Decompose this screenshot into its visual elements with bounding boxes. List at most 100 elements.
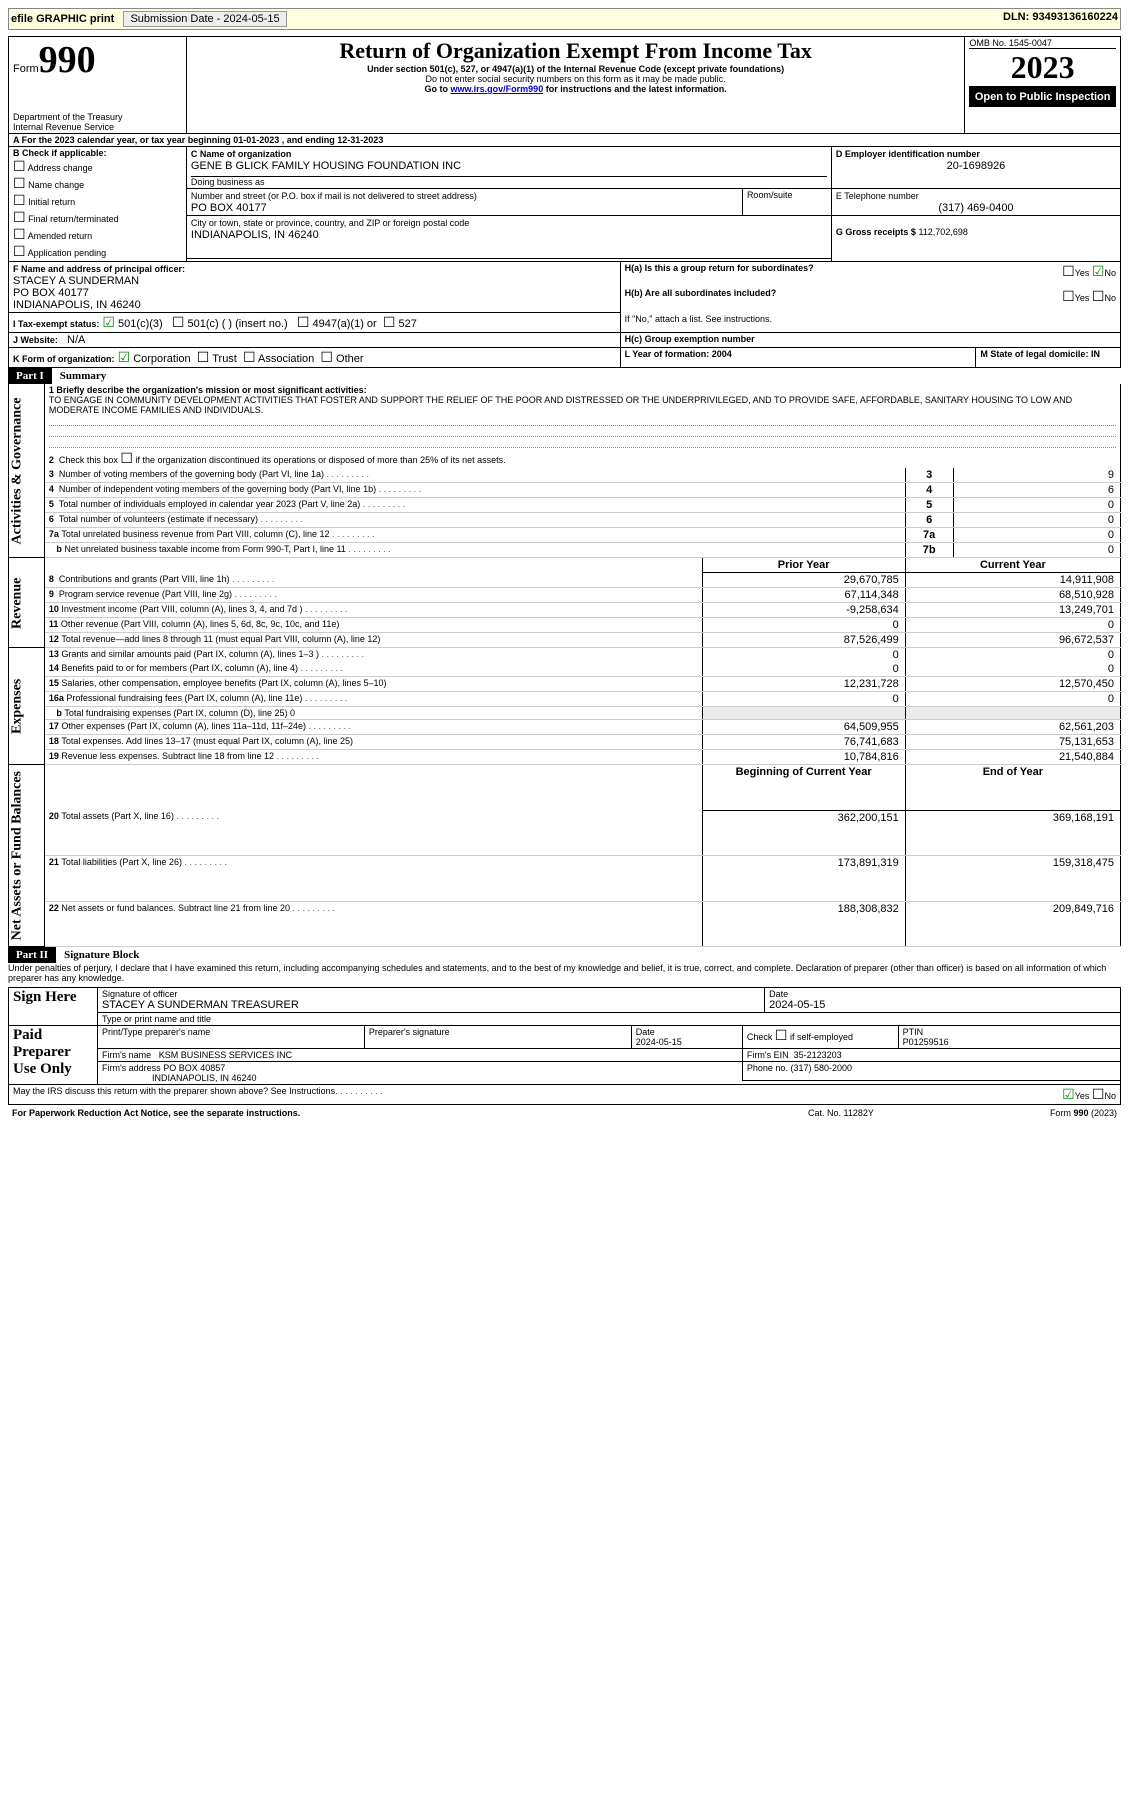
firm-name: KSM BUSINESS SERVICES INC — [159, 1050, 292, 1060]
gov-6-val: 0 — [953, 513, 1120, 528]
cat-no: Cat. No. 11282Y — [749, 1107, 934, 1119]
vert-governance: Activities & Governance — [9, 384, 45, 558]
ptin-label: PTIN — [903, 1027, 924, 1037]
net-22-label: Net assets or fund balances. Subtract li… — [61, 903, 335, 913]
form-number: 990 — [39, 39, 96, 81]
cb-501c3[interactable] — [102, 318, 115, 330]
exp-19-c: 21,540,884 — [905, 750, 1120, 765]
sig-officer-name: STACEY A SUNDERMAN TREASURER — [102, 999, 760, 1011]
cb-discuss-no[interactable] — [1092, 1091, 1105, 1101]
exp-19-p: 10,784,816 — [702, 750, 905, 765]
rev-10-label: Investment income (Part VIII, column (A)… — [61, 604, 347, 614]
line1-label: 1 Briefly describe the organization's mi… — [49, 385, 367, 395]
exp-13-c: 0 — [905, 648, 1120, 663]
officer-name: STACEY A SUNDERMAN — [13, 275, 139, 287]
cb-trust[interactable] — [197, 353, 210, 365]
lbl-trust: Trust — [212, 353, 237, 365]
goto-pre: Go to — [425, 84, 451, 94]
lbl-initial-return: Initial return — [28, 197, 75, 207]
gov-6-label: Total number of volunteers (estimate if … — [59, 514, 303, 524]
telephone: (317) 469-0400 — [836, 202, 1116, 214]
form-header: Form990 Department of the Treasury Inter… — [8, 36, 1121, 134]
lbl-501c: 501(c) ( ) (insert no.) — [187, 318, 287, 330]
exp-16b-label: Total fundraising expenses (Part IX, col… — [64, 708, 295, 718]
gov-5-box: 5 — [905, 498, 953, 513]
gov-5-label: Total number of individuals employed in … — [59, 499, 405, 509]
cb-ha-yes[interactable] — [1062, 268, 1075, 278]
footer: For Paperwork Reduction Act Notice, see … — [8, 1107, 1121, 1119]
gov-3-val: 9 — [953, 468, 1120, 483]
cb-hb-no[interactable] — [1092, 293, 1105, 303]
rev-10-p: -9,258,634 — [702, 603, 905, 618]
exp-18-c: 75,131,653 — [905, 735, 1120, 750]
net-20-label: Total assets (Part X, line 16) — [61, 811, 219, 821]
firm-addr2: INDIANAPOLIS, IN 46240 — [152, 1073, 257, 1083]
phone-label: Phone no. — [747, 1063, 788, 1073]
cb-amended-return[interactable] — [13, 231, 26, 241]
cb-discuss-yes[interactable] — [1062, 1091, 1075, 1101]
exp-14-label: Benefits paid to or for members (Part IX… — [61, 663, 343, 673]
gov-7b-label: Net unrelated business taxable income fr… — [64, 544, 390, 554]
exp-16b-p — [702, 707, 905, 720]
form-title: Return of Organization Exempt From Incom… — [191, 38, 960, 64]
l-label: L Year of formation: 2004 — [625, 349, 732, 359]
firm-ein: 35-2123203 — [794, 1050, 842, 1060]
submission-date[interactable]: Submission Date - 2024-05-15 — [123, 11, 286, 27]
cb-line2[interactable] — [120, 455, 133, 465]
vert-net: Net Assets or Fund Balances — [9, 765, 45, 947]
exp-16a-label: Professional fundraising fees (Part IX, … — [66, 693, 347, 703]
net-20-p: 362,200,151 — [702, 810, 905, 856]
cb-corp[interactable] — [118, 353, 131, 365]
cb-final-return[interactable] — [13, 214, 26, 224]
rev-8-c: 14,911,908 — [905, 573, 1120, 588]
exp-19-label: Revenue less expenses. Subtract line 18 … — [61, 751, 319, 761]
rev-12-c: 96,672,537 — [905, 633, 1120, 648]
lbl-527: 527 — [398, 318, 416, 330]
lbl-no2: No — [1104, 293, 1116, 303]
rev-9-c: 68,510,928 — [905, 588, 1120, 603]
part1-hdr: Part I — [8, 368, 52, 384]
cb-4947[interactable] — [297, 318, 310, 330]
vert-revenue: Revenue — [9, 558, 45, 648]
dept-treasury: Department of the Treasury — [13, 112, 182, 122]
efile-topbar: efile GRAPHIC print Submission Date - 20… — [8, 8, 1121, 30]
vert-expenses: Expenses — [9, 648, 45, 765]
exp-16b-c — [905, 707, 1120, 720]
part1-sub: Summary — [52, 368, 114, 384]
cb-other[interactable] — [320, 353, 333, 365]
hb-label: H(b) Are all subordinates included? — [625, 288, 777, 298]
gov-5-val: 0 — [953, 498, 1120, 513]
exp-14-p: 0 — [702, 662, 905, 677]
cb-527[interactable] — [383, 318, 396, 330]
pra-notice: For Paperwork Reduction Act Notice, see … — [8, 1107, 749, 1119]
net-21-c: 159,318,475 — [905, 856, 1120, 902]
cb-address-change[interactable] — [13, 163, 26, 173]
firm-addr1: PO BOX 40857 — [163, 1063, 225, 1073]
cb-assoc[interactable] — [243, 353, 256, 365]
lbl-discuss-no: No — [1104, 1091, 1116, 1101]
net-21-p: 173,891,319 — [702, 856, 905, 902]
lbl-yes1: Yes — [1075, 268, 1090, 278]
cb-self-employed[interactable] — [775, 1032, 788, 1042]
gov-7b-val: 0 — [953, 543, 1120, 558]
cb-hb-yes[interactable] — [1062, 293, 1075, 303]
firm-name-label: Firm's name — [102, 1050, 151, 1060]
exp-16a-p: 0 — [702, 692, 905, 707]
exp-18-label: Total expenses. Add lines 13–17 (must eq… — [61, 736, 353, 746]
declaration: Under penalties of perjury, I declare th… — [8, 963, 1121, 983]
cb-name-change[interactable] — [13, 180, 26, 190]
type-print-label: Type or print name and title — [97, 1013, 1120, 1026]
discuss-row: May the IRS discuss this return with the… — [8, 1085, 1121, 1105]
signature-table: Sign Here Signature of officerSTACEY A S… — [8, 987, 1121, 1026]
cb-application-pending[interactable] — [13, 248, 26, 258]
cb-501c[interactable] — [172, 318, 185, 330]
lbl-address-change: Address change — [28, 163, 93, 173]
rev-12-label: Total revenue—add lines 8 through 11 (mu… — [61, 634, 380, 644]
rev-9-label: Program service revenue (Part VIII, line… — [59, 589, 277, 599]
cb-initial-return[interactable] — [13, 197, 26, 207]
h-note: If "No," attach a list. See instructions… — [625, 314, 772, 324]
preparer-table: Paid Preparer Use Only Print/Type prepar… — [8, 1026, 1121, 1085]
irs-link[interactable]: www.irs.gov/Form990 — [451, 84, 544, 94]
phone: (317) 580-2000 — [790, 1063, 852, 1073]
cb-ha-no[interactable] — [1092, 268, 1105, 278]
